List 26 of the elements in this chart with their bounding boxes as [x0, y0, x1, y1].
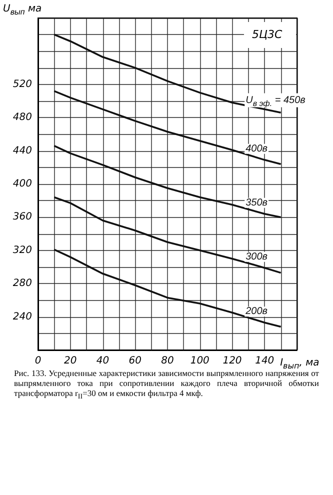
line-series — [53, 196, 282, 274]
x-tick-label: 20 — [64, 356, 77, 366]
x-tick-label: 60 — [128, 356, 142, 366]
line-series — [53, 248, 282, 328]
x-tick-label: 100 — [190, 356, 210, 366]
y-tick-label: 280 — [12, 278, 32, 290]
text: Рис. 133. Усредненные характеристики зависимости выпрямленного напряжения от выпрямленного тока при сопротивлении каждого плеча вторичной обмотки трансформатора r$_{II}$=30 ом и емкости фильтра 4 мкф. — [14, 368, 319, 402]
x-tick-label: 140 — [255, 356, 274, 366]
y-tick-label: 520 — [12, 78, 32, 90]
annotation: 5Ц3С — [252, 28, 283, 41]
line-series — [53, 90, 282, 165]
x-tick-label: 40 — [96, 356, 110, 366]
x-tick-label: 80 — [161, 356, 174, 366]
x-tick-label: 120 — [222, 356, 242, 366]
series-label: 300в — [246, 251, 268, 262]
series-label: 200в — [244, 306, 268, 318]
y-tick-label: 240 — [12, 311, 32, 322]
y-tick-label: 320 — [12, 244, 32, 256]
x-tick-label: 0 — [34, 356, 42, 366]
series-label: 350в — [246, 197, 268, 208]
y-tick-label: 400 — [12, 178, 32, 190]
y-tick-label: 480 — [12, 112, 32, 124]
line-series — [53, 144, 282, 218]
y-tick-label: 440 — [12, 145, 32, 156]
series-label: 400в — [246, 143, 268, 154]
y-tick-label: 360 — [12, 212, 32, 223]
